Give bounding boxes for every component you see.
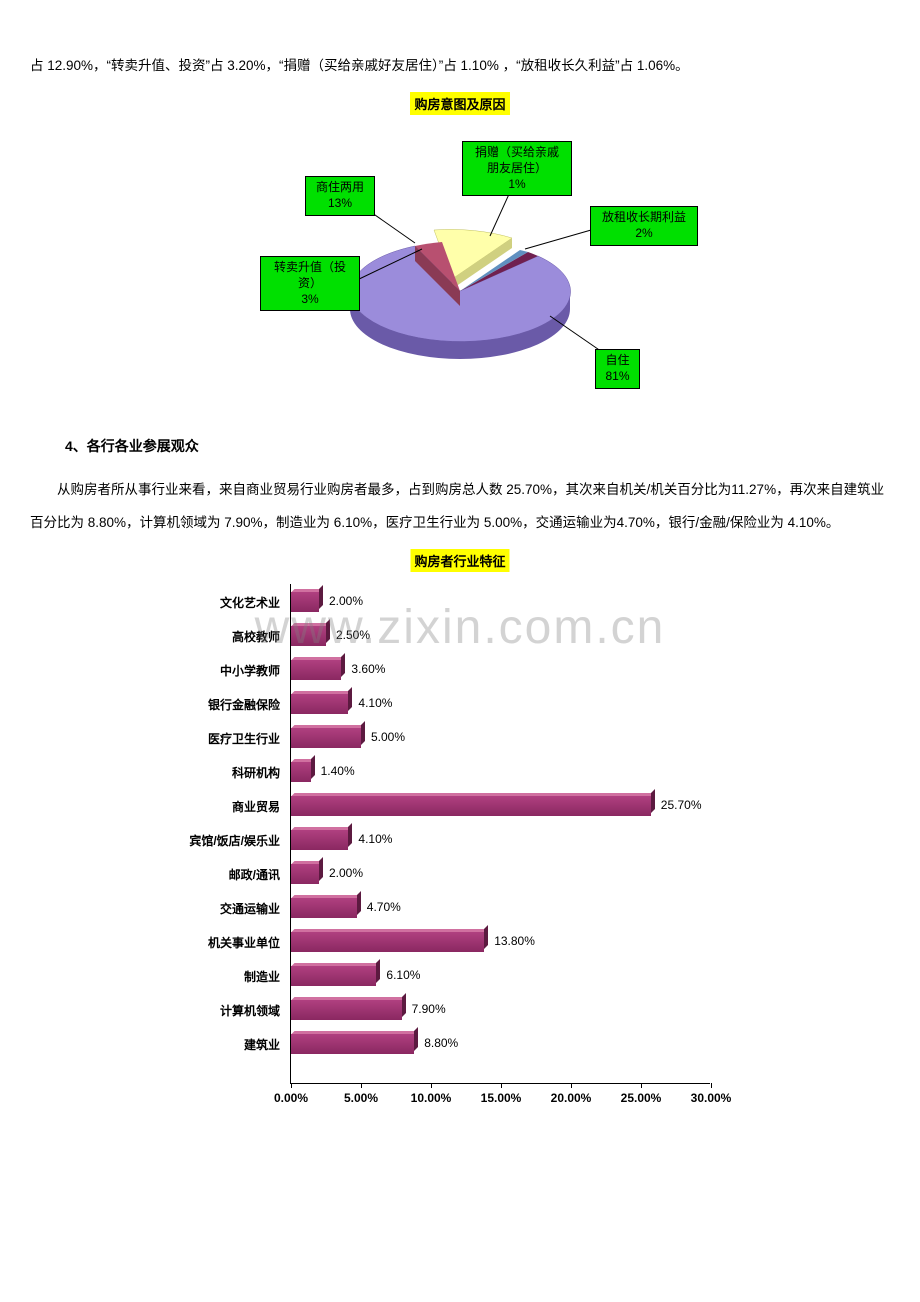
bar-value-label: 4.10% xyxy=(358,696,392,710)
bar-row xyxy=(291,932,484,952)
x-axis-tick: 30.00% xyxy=(691,1091,732,1105)
bar-category-label: 高校教师 xyxy=(140,628,280,645)
bar-category-label: 宾馆/饭店/娱乐业 xyxy=(140,832,280,849)
bar-fill xyxy=(291,728,361,748)
bar-row xyxy=(291,728,361,748)
pie-label-捐赠: 捐赠（买给亲戚朋友居住）1% xyxy=(462,141,572,196)
bar-fill xyxy=(291,626,326,646)
bar-fill xyxy=(291,864,319,884)
bar-value-label: 4.70% xyxy=(367,900,401,914)
bar-category-label: 商业贸易 xyxy=(140,798,280,815)
pie-label-自住: 自住81% xyxy=(595,349,640,388)
bar-chart-area: 购房者行业特征 文化艺术业2.00%高校教师2.50%中小学教师3.60%银行金… xyxy=(140,549,780,1129)
bar-value-label: 2.00% xyxy=(329,594,363,608)
bar-row xyxy=(291,830,348,850)
bar-value-label: 8.80% xyxy=(424,1036,458,1050)
bar-row xyxy=(291,966,376,986)
x-axis-tick: 15.00% xyxy=(481,1091,522,1105)
bar-value-label: 2.50% xyxy=(336,628,370,642)
bar-row xyxy=(291,592,319,612)
bar-row xyxy=(291,898,357,918)
bar-value-label: 7.90% xyxy=(412,1002,446,1016)
bar-value-label: 4.10% xyxy=(358,832,392,846)
bar-category-label: 邮政/通讯 xyxy=(140,866,280,883)
bar-category-label: 中小学教师 xyxy=(140,662,280,679)
x-axis-tick: 10.00% xyxy=(411,1091,452,1105)
bar-value-label: 6.10% xyxy=(386,968,420,982)
bar-fill xyxy=(291,762,311,782)
bar-value-label: 1.40% xyxy=(321,764,355,778)
x-axis-tick: 5.00% xyxy=(344,1091,378,1105)
x-axis-tick: 20.00% xyxy=(551,1091,592,1105)
section-heading: 4、各行各业参展观众 xyxy=(65,436,890,456)
bar-category-label: 计算机领域 xyxy=(140,1002,280,1019)
x-axis-tick: 0.00% xyxy=(274,1091,308,1105)
bar-category-label: 文化艺术业 xyxy=(140,594,280,611)
pie-label-转卖: 转卖升值（投资）3% xyxy=(260,256,360,311)
x-axis-tick: 25.00% xyxy=(621,1091,662,1105)
bar-row xyxy=(291,660,341,680)
pie-chart-container: 购房意图及原因 xyxy=(30,92,890,411)
bar-fill xyxy=(291,1000,402,1020)
pie-label-放租: 放租收长期利益2% xyxy=(590,206,698,245)
bar-value-label: 25.70% xyxy=(661,798,702,812)
bar-row xyxy=(291,1000,402,1020)
pie-chart-title: 购房意图及原因 xyxy=(410,92,509,115)
pie-chart-area: 商住两用13% 捐赠（买给亲戚朋友居住）1% 放租收长期利益2% 转卖升值（投资… xyxy=(200,121,720,411)
bar-chart-container: 购房者行业特征 文化艺术业2.00%高校教师2.50%中小学教师3.60%银行金… xyxy=(30,549,890,1129)
bar-fill xyxy=(291,898,357,918)
bar-row xyxy=(291,1034,414,1054)
bar-category-label: 交通运输业 xyxy=(140,900,280,917)
pie-label-商住两用: 商住两用13% xyxy=(305,176,375,215)
industry-paragraph: 从购房者所从事行业来看，来自商业贸易行业购房者最多，占到购房总人数 25.70%… xyxy=(30,474,890,539)
bar-category-label: 科研机构 xyxy=(140,764,280,781)
bar-category-label: 建筑业 xyxy=(140,1036,280,1053)
bar-value-label: 5.00% xyxy=(371,730,405,744)
bar-category-label: 制造业 xyxy=(140,968,280,985)
bar-fill xyxy=(291,932,484,952)
bar-fill xyxy=(291,660,341,680)
bar-fill xyxy=(291,694,348,714)
bar-category-label: 机关事业单位 xyxy=(140,934,280,951)
bar-category-label: 银行金融保险 xyxy=(140,696,280,713)
bar-fill xyxy=(291,592,319,612)
bar-row xyxy=(291,626,326,646)
bar-row xyxy=(291,762,311,782)
bar-value-label: 3.60% xyxy=(351,662,385,676)
bar-row xyxy=(291,694,348,714)
bar-fill xyxy=(291,796,651,816)
bar-value-label: 13.80% xyxy=(494,934,535,948)
bar-fill xyxy=(291,830,348,850)
bar-fill xyxy=(291,1034,414,1054)
bar-row xyxy=(291,864,319,884)
bar-chart-title: 购房者行业特征 xyxy=(410,549,509,572)
bar-value-label: 2.00% xyxy=(329,866,363,880)
bar-category-label: 医疗卫生行业 xyxy=(140,730,280,747)
intro-paragraph: 占 12.90%，“转卖升值、投资”占 3.20%，“捐赠（买给亲戚好友居住）”… xyxy=(30,50,890,82)
bar-row xyxy=(291,796,651,816)
bar-plot: 文化艺术业2.00%高校教师2.50%中小学教师3.60%银行金融保险4.10%… xyxy=(290,584,710,1084)
bar-fill xyxy=(291,966,376,986)
